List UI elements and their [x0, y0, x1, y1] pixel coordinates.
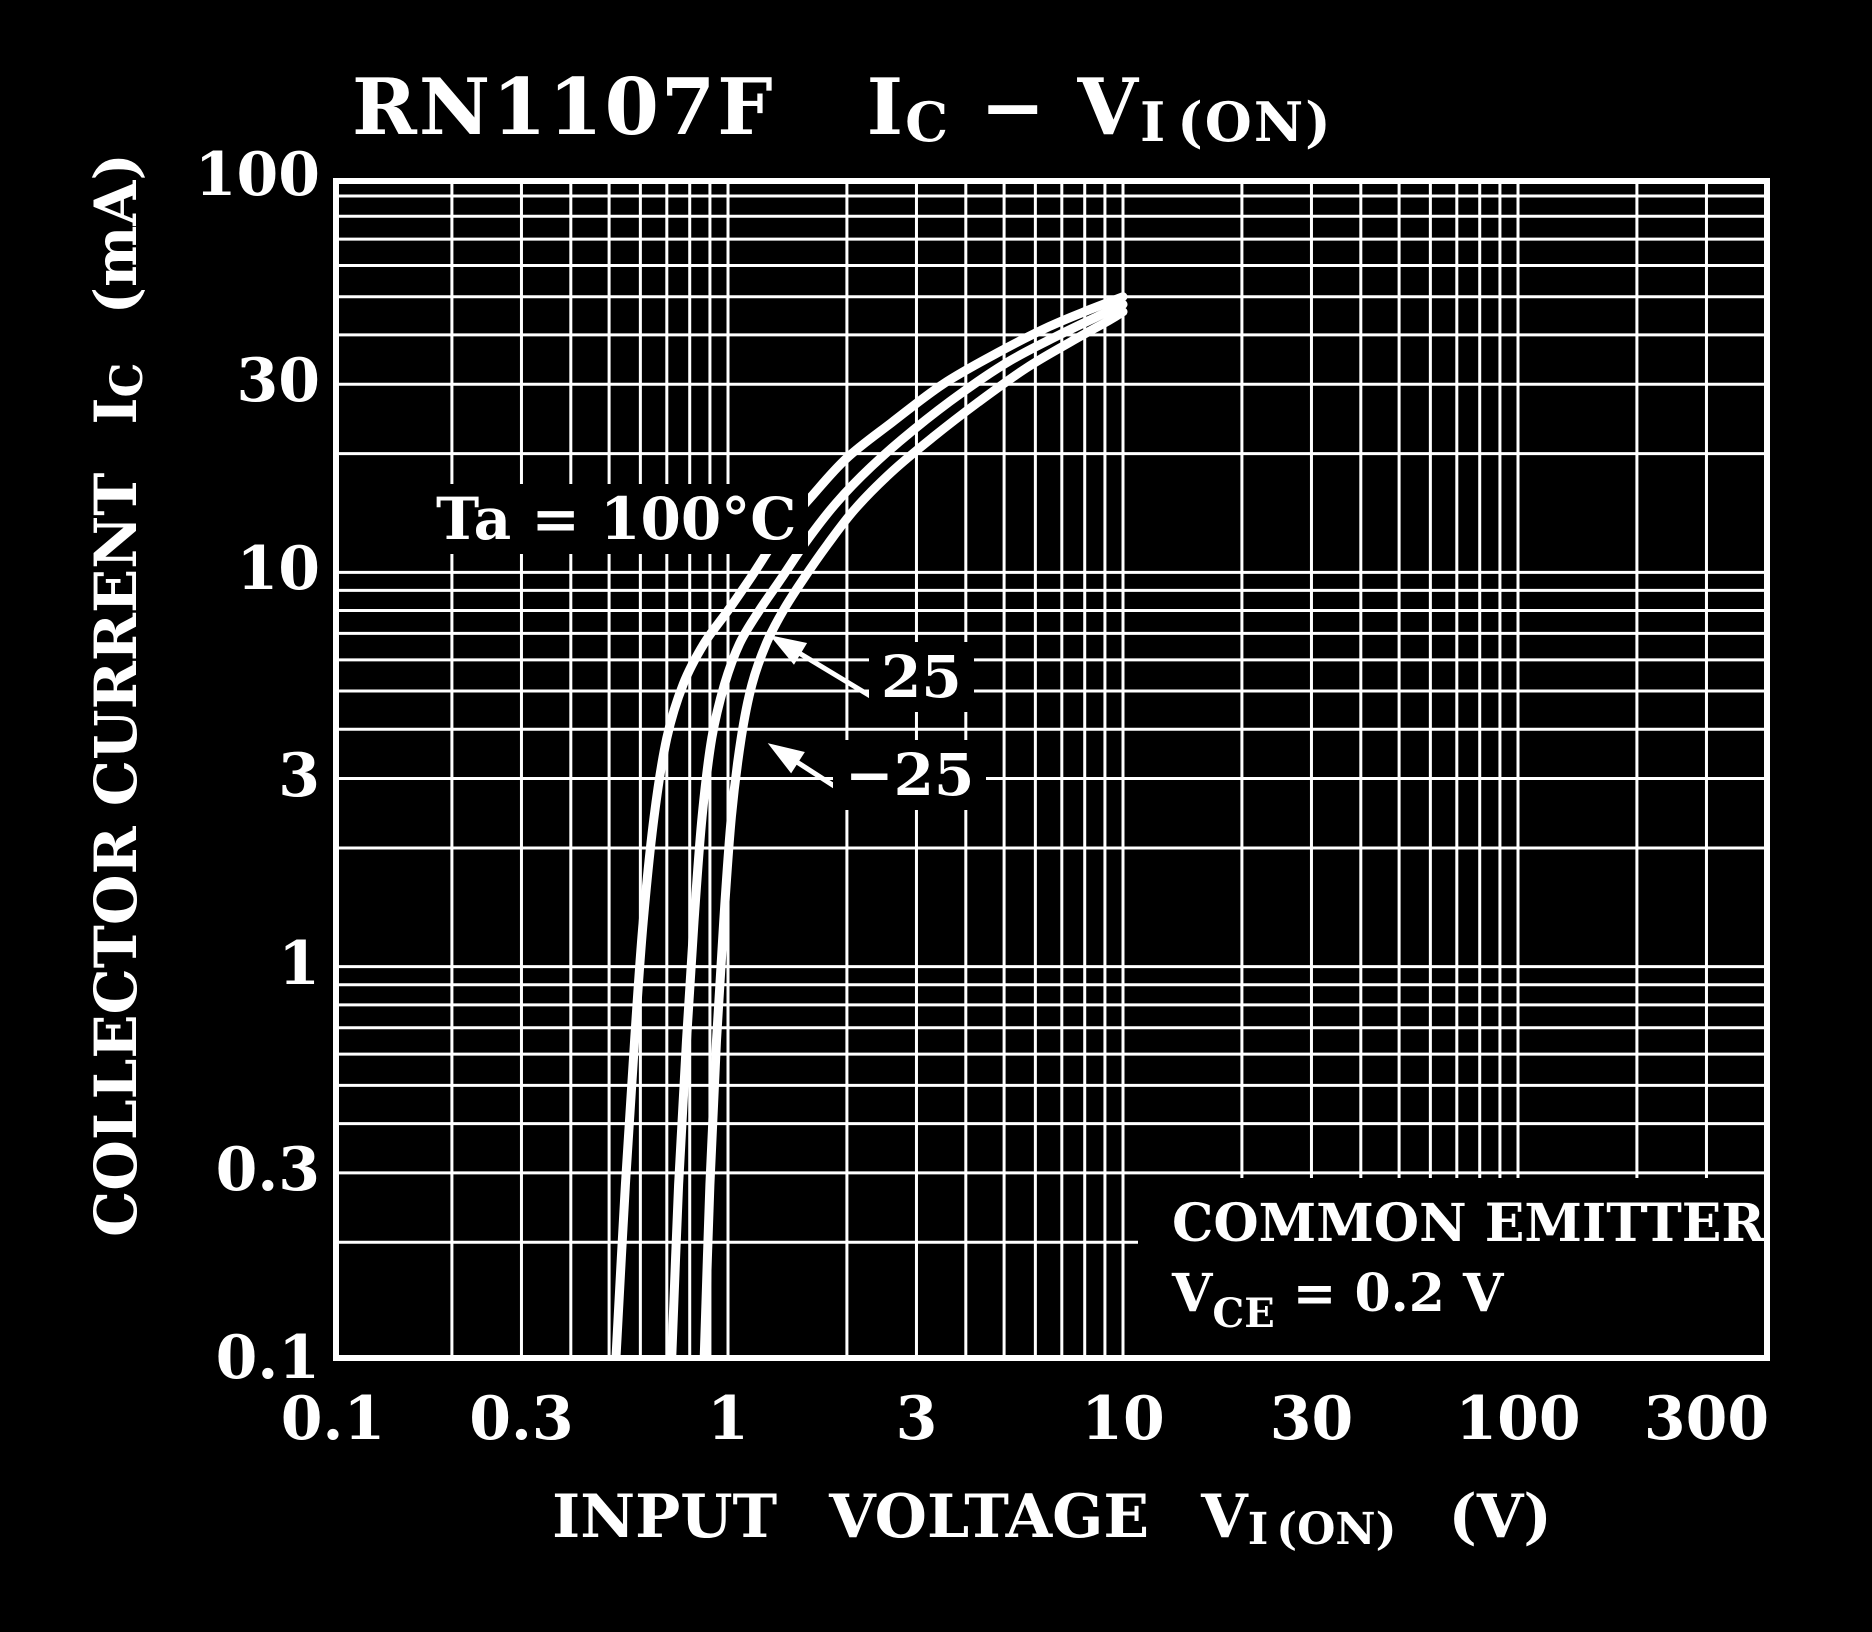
x-tick-label-30: 30: [1269, 1384, 1354, 1454]
legend-vce-value: = 0.2 V: [1274, 1263, 1504, 1324]
legend-vce-symbol: V: [1172, 1263, 1213, 1324]
x-axis-symbol-subscript2: (ON): [1276, 1504, 1397, 1555]
x-axis-symbol: V: [1201, 1482, 1248, 1552]
y-tick-label-0.3: 0.3: [215, 1135, 320, 1206]
chart-title-formula: I C − V I (ON): [866, 62, 1333, 154]
chart-plot-area: [333, 178, 1770, 1361]
x-tick-label-3: 3: [895, 1384, 938, 1454]
25-label-arrowhead: [769, 635, 808, 665]
x-tick-label-10: 10: [1081, 1384, 1165, 1454]
legend-condition-line2: VCE = 0.2 V: [1172, 1268, 1503, 1334]
y-tick-label-0.1: 0.1: [215, 1323, 320, 1394]
title-y-symbol: I: [866, 62, 906, 153]
x-axis-symbol-subscript: I: [1247, 1504, 1269, 1555]
y-tick-label-3: 3: [278, 740, 320, 811]
title-x-subscript: I: [1139, 90, 1168, 154]
title-y-subscript: C: [905, 90, 951, 154]
x-axis-unit: (V): [1448, 1482, 1552, 1552]
title-x-symbol: V: [1077, 62, 1140, 153]
title-dash: −: [980, 62, 1048, 153]
legend-vce-subscript: CE: [1212, 1290, 1275, 1337]
x-axis-title-word2: VOLTAGE: [829, 1482, 1150, 1552]
y-tick-label-1: 1: [278, 928, 320, 999]
curve-series-0: [611, 292, 1128, 1361]
plot-frame: [333, 178, 1770, 1361]
curve-series-1: [667, 299, 1128, 1361]
minus-25-label-arrowhead: [767, 743, 805, 774]
x-tick-label-0.1: 0.1: [280, 1384, 386, 1454]
curves: [611, 292, 1128, 1361]
legend-condition-line1: COMMON EMITTER: [1172, 1198, 1765, 1250]
legend-common-emitter: COMMON EMITTER: [1172, 1193, 1765, 1254]
x-axis-title-word1: INPUT: [552, 1482, 778, 1552]
legend-box: [1138, 1178, 1770, 1361]
ta-100c-label: Ta = 100°C: [424, 484, 809, 554]
y-axis-title-text: COLLECTOR CURRENT: [82, 472, 150, 1237]
device-name: RN1107F: [352, 62, 775, 153]
25-label: 25: [869, 642, 974, 712]
y-axis-symbol-subscript: C: [102, 362, 153, 398]
curve-series-2: [699, 307, 1128, 1361]
x-axis-title: INPUT VOLTAGE V I (ON) (V): [552, 1482, 1552, 1555]
chart-title: RN1107F I C − V I (ON): [352, 62, 1333, 154]
annotation-arrows: [767, 635, 874, 796]
x-tick-label-100: 100: [1455, 1384, 1581, 1454]
x-tick-label-0.3: 0.3: [469, 1384, 574, 1454]
25-label-arrow-line: [798, 651, 874, 700]
y-tick-label-30: 30: [236, 346, 321, 417]
y-axis-symbol: I: [82, 397, 150, 425]
x-tick-label-1: 1: [707, 1384, 749, 1454]
y-axis-title: COLLECTOR CURRENT I C (mA): [82, 153, 153, 1237]
x-tick-label-300: 300: [1643, 1384, 1770, 1454]
minus-25-label: −25: [833, 740, 987, 810]
y-axis-unit: (mA): [82, 153, 150, 315]
y-tick-label-100: 100: [194, 140, 320, 211]
y-tick-label-10: 10: [236, 534, 321, 605]
title-x-subscript-paren: (ON): [1177, 90, 1333, 154]
